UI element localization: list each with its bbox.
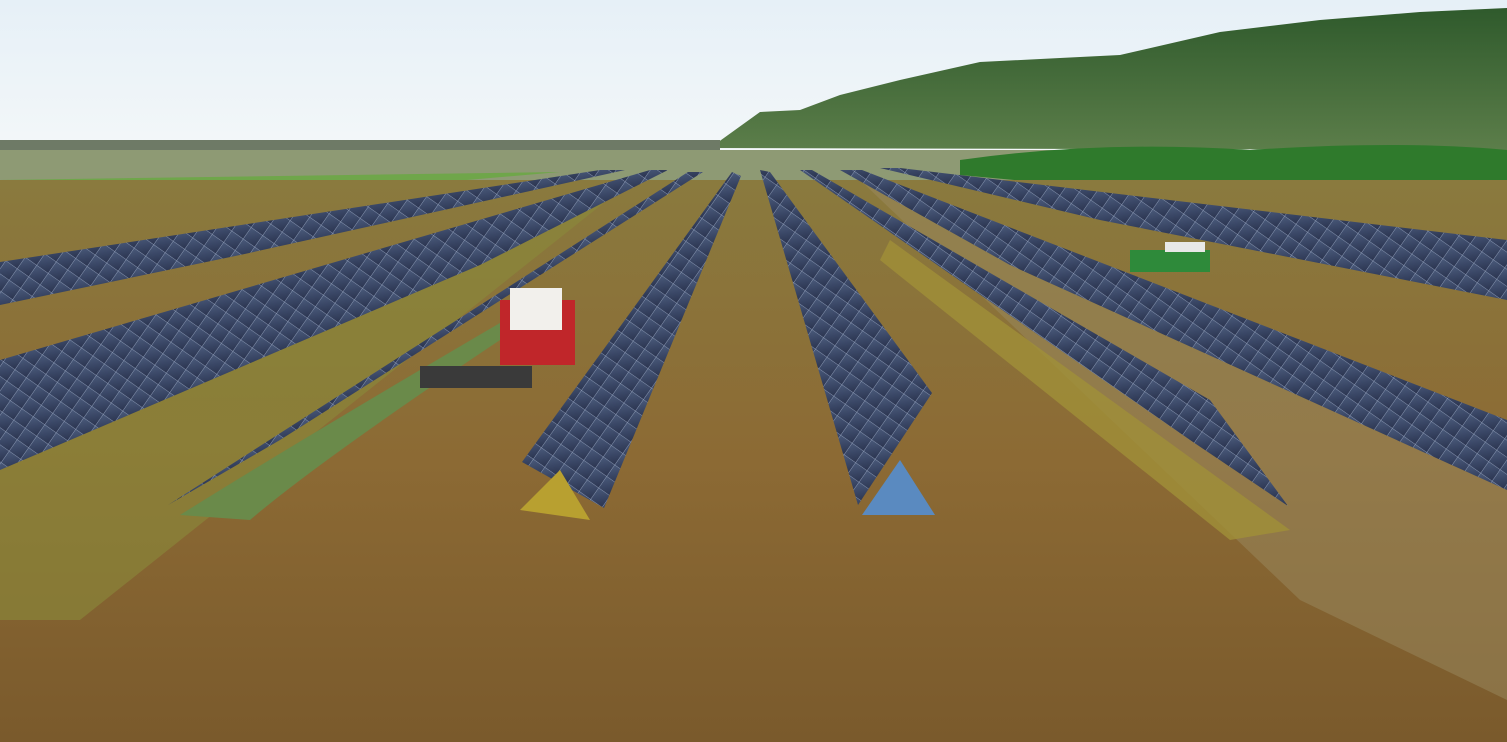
harvester (420, 288, 575, 388)
harvester-header (420, 366, 532, 388)
solar-row (0, 170, 625, 305)
solar-row (522, 172, 741, 508)
grass-strip (0, 190, 620, 620)
solar-row (0, 170, 668, 470)
tractor (1130, 242, 1210, 272)
flowers (862, 460, 935, 515)
flower-strip (880, 240, 1290, 540)
solar-row (880, 168, 1507, 300)
harvester-cab (510, 288, 562, 330)
solar-row (760, 170, 932, 505)
flowers (520, 470, 590, 520)
solar-row (800, 170, 1288, 506)
mountains (710, 8, 1507, 150)
distant-hills (0, 140, 720, 150)
tractor-roof (1165, 242, 1205, 252)
solar-row (840, 170, 1507, 490)
tractor-body (1130, 250, 1210, 272)
solar-row (168, 172, 703, 505)
